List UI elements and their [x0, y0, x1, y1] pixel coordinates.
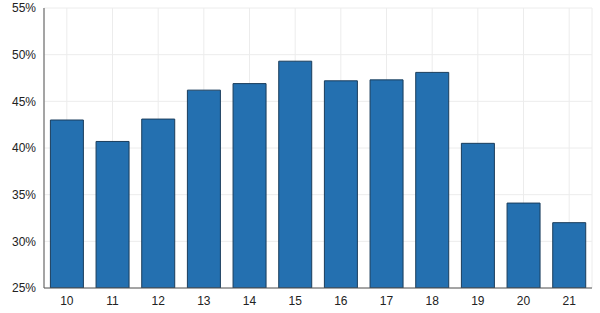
svg-text:55%: 55% — [12, 1, 36, 15]
svg-text:14: 14 — [243, 294, 257, 308]
svg-text:18: 18 — [425, 294, 439, 308]
svg-text:16: 16 — [334, 294, 348, 308]
svg-text:21: 21 — [562, 294, 576, 308]
svg-text:11: 11 — [106, 294, 119, 308]
svg-text:13: 13 — [197, 294, 211, 308]
svg-text:35%: 35% — [12, 188, 36, 202]
svg-text:25%: 25% — [12, 281, 36, 295]
svg-text:30%: 30% — [12, 235, 36, 249]
svg-text:20: 20 — [517, 294, 531, 308]
svg-text:40%: 40% — [12, 141, 36, 155]
svg-text:19: 19 — [471, 294, 485, 308]
svg-text:17: 17 — [380, 294, 394, 308]
svg-text:45%: 45% — [12, 95, 36, 109]
svg-text:50%: 50% — [12, 48, 36, 62]
svg-text:12: 12 — [151, 294, 165, 308]
svg-text:10: 10 — [60, 294, 74, 308]
svg-text:15: 15 — [288, 294, 302, 308]
